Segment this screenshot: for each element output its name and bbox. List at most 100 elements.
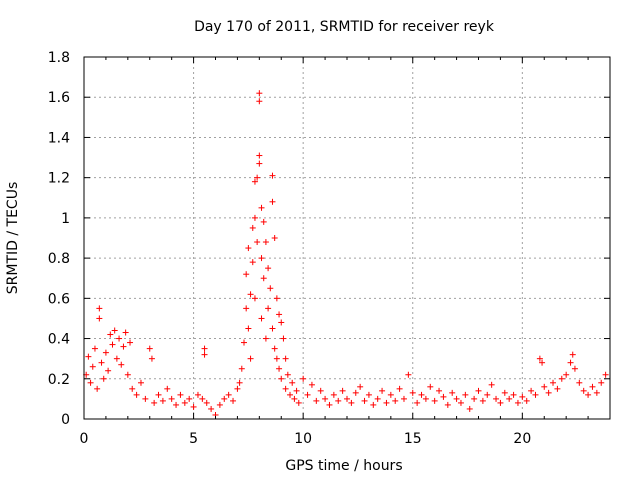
- data-point: [260, 275, 267, 282]
- data-point: [330, 391, 337, 398]
- data-point: [501, 389, 508, 396]
- data-point: [400, 395, 407, 402]
- data-point: [585, 391, 592, 398]
- data-point: [254, 239, 261, 246]
- data-point: [118, 361, 125, 368]
- data-point: [173, 401, 180, 408]
- data-point: [598, 379, 605, 386]
- data-point: [94, 385, 101, 392]
- data-point: [85, 353, 92, 360]
- data-point: [567, 359, 574, 366]
- data-point: [523, 397, 530, 404]
- data-point: [96, 315, 103, 322]
- data-point: [98, 359, 105, 366]
- data-point: [260, 218, 267, 225]
- data-point: [466, 405, 473, 412]
- data-point: [280, 335, 287, 342]
- data-point: [539, 359, 546, 366]
- data-point: [199, 395, 206, 402]
- data-point: [545, 389, 552, 396]
- data-point: [151, 399, 158, 406]
- data-point: [396, 385, 403, 392]
- data-point: [243, 305, 250, 312]
- data-point: [230, 397, 237, 404]
- data-point: [532, 391, 539, 398]
- data-point: [304, 391, 311, 398]
- x-axis-label: GPS time / hours: [285, 458, 402, 474]
- data-point: [194, 391, 201, 398]
- data-point: [89, 363, 96, 370]
- data-point: [510, 391, 517, 398]
- data-point: [256, 152, 263, 159]
- data-point: [453, 395, 460, 402]
- data-point: [300, 375, 307, 382]
- data-point: [256, 90, 263, 97]
- data-point: [550, 379, 557, 386]
- data-point: [449, 389, 456, 396]
- data-point: [563, 371, 570, 378]
- data-point: [258, 255, 265, 262]
- data-point: [245, 245, 252, 252]
- data-point: [129, 385, 136, 392]
- data-point: [444, 401, 451, 408]
- data-point: [506, 395, 513, 402]
- y-tick-label: 1.4: [48, 130, 70, 146]
- axis-ticks: [83, 56, 610, 420]
- x-tick-label: 15: [404, 431, 422, 447]
- x-tick-label: 5: [189, 431, 198, 447]
- chart-title: Day 170 of 2011, SRMTID for receiver rey…: [194, 19, 495, 35]
- data-point: [414, 399, 421, 406]
- data-point: [379, 387, 386, 394]
- data-point: [127, 339, 134, 346]
- data-point: [102, 349, 109, 356]
- x-tick-label: 20: [513, 431, 531, 447]
- data-point: [519, 393, 526, 400]
- y-tick-label: 0.2: [48, 372, 70, 388]
- grid: [84, 57, 610, 419]
- data-point: [142, 395, 149, 402]
- data-point: [251, 214, 258, 221]
- data-point: [383, 399, 390, 406]
- data-point: [471, 395, 478, 402]
- data-point: [602, 371, 609, 378]
- data-point: [344, 395, 350, 402]
- data-point: [122, 329, 129, 336]
- data-point: [225, 391, 232, 398]
- y-tick-label: 0.8: [48, 251, 70, 267]
- data-point: [96, 305, 103, 312]
- data-point: [493, 395, 500, 402]
- data-point: [457, 399, 464, 406]
- data-point: [308, 381, 315, 388]
- data-point: [105, 367, 112, 374]
- data-point: [436, 387, 443, 394]
- data-point: [177, 391, 184, 398]
- data-point: [107, 331, 114, 338]
- data-point: [569, 351, 576, 358]
- data-point: [265, 265, 272, 272]
- data-point: [133, 391, 140, 398]
- data-point: [440, 393, 447, 400]
- data-point: [269, 198, 276, 205]
- data-point: [208, 405, 215, 412]
- data-point: [258, 315, 265, 322]
- data-point: [284, 371, 291, 378]
- data-point: [370, 401, 377, 408]
- data-point: [256, 98, 263, 105]
- data-point: [146, 345, 153, 352]
- data-point: [271, 345, 278, 352]
- data-point: [352, 389, 359, 396]
- data-point: [558, 375, 565, 382]
- data-point: [240, 339, 247, 346]
- data-point: [221, 395, 228, 402]
- data-point: [462, 391, 469, 398]
- data-point: [271, 235, 278, 241]
- data-point: [335, 397, 342, 404]
- data-point: [348, 399, 355, 406]
- data-point: [536, 355, 543, 362]
- data-point: [249, 224, 256, 231]
- data-points: [83, 90, 609, 418]
- x-tick-label: 0: [80, 431, 89, 447]
- data-point: [243, 271, 250, 278]
